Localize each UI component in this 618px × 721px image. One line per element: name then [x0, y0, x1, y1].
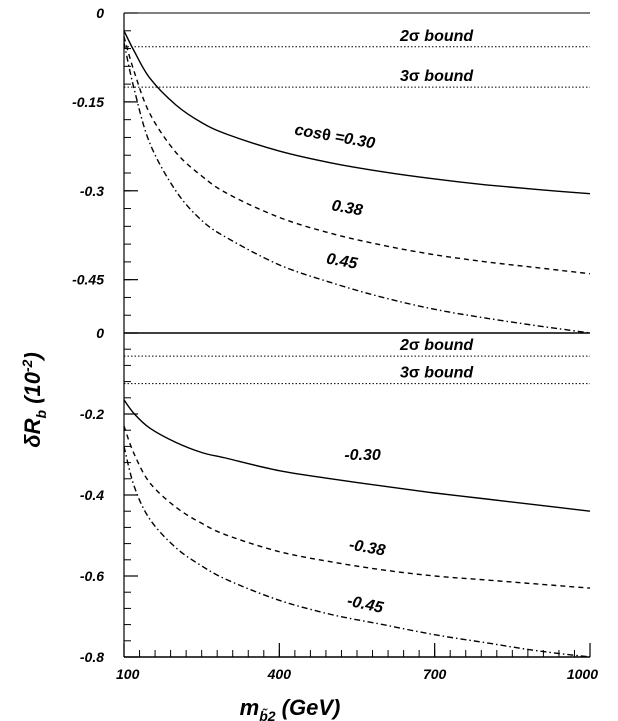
- y-tick-label: -0.2: [80, 406, 104, 422]
- series-line: [123, 446, 591, 658]
- series-line: [123, 30, 591, 195]
- y-axis-title-exp: -2: [19, 359, 35, 372]
- y-tick-label: -0.45: [72, 272, 104, 288]
- y-axis-title-sub: b: [33, 409, 49, 418]
- series-label: -0.45: [345, 593, 385, 617]
- x-tick-label: 1000: [567, 666, 598, 682]
- x-axis-title-sub: b̃2: [259, 707, 276, 721]
- y-tick-label: -0.4: [80, 487, 104, 503]
- x-tick-label: 100: [116, 666, 140, 682]
- y-axis-title-delta: δ: [20, 434, 45, 448]
- y-tick-label: -0.3: [80, 183, 104, 199]
- x-axis-title-main: m: [240, 695, 260, 720]
- top-panel: 0 -0.15 -0.3 -0.45 2σ bound 3σ bound cosθ =0.3…: [72, 5, 591, 334]
- series-line: [123, 399, 591, 512]
- y-axis-title-unit: (10: [20, 371, 45, 410]
- bound-label: 3σ bound: [400, 68, 474, 85]
- x-axis-title-unit: (GeV): [276, 695, 341, 720]
- y-tick-label: -0.8: [80, 649, 104, 665]
- y-axis-title: δRb (10-2): [19, 352, 49, 448]
- series-label: -0.30: [344, 447, 381, 464]
- y-tick-label: -0.6: [80, 568, 104, 584]
- y-tick-label: -0.15: [72, 94, 104, 110]
- series-line: [123, 42, 591, 334]
- series-label: cosθ =0.30: [293, 122, 376, 153]
- bottom-panel: 0 -0.2 -0.4 -0.6 -0.8 2σ bound 3σ bound -0.30 -0…: [80, 325, 598, 682]
- series-line: [123, 36, 591, 275]
- x-tick-label: 700: [423, 666, 447, 682]
- bound-label: 3σ bound: [400, 365, 474, 382]
- x-axis-title: mb̃2 (GeV): [240, 695, 341, 721]
- y-tick-label: 0: [96, 5, 104, 21]
- x-tick-label: 400: [267, 666, 292, 682]
- series-label: 0.38: [330, 197, 364, 219]
- series-label: 0.45: [325, 251, 360, 273]
- series-label: -0.38: [348, 537, 387, 560]
- y-tick-label: 0: [96, 325, 104, 341]
- bound-label: 2σ bound: [399, 28, 474, 45]
- series-line: [123, 425, 591, 589]
- y-axis-title-main: R: [20, 418, 45, 434]
- bound-label: 2σ bound: [399, 337, 474, 354]
- y-axis-title-close: ): [20, 352, 45, 361]
